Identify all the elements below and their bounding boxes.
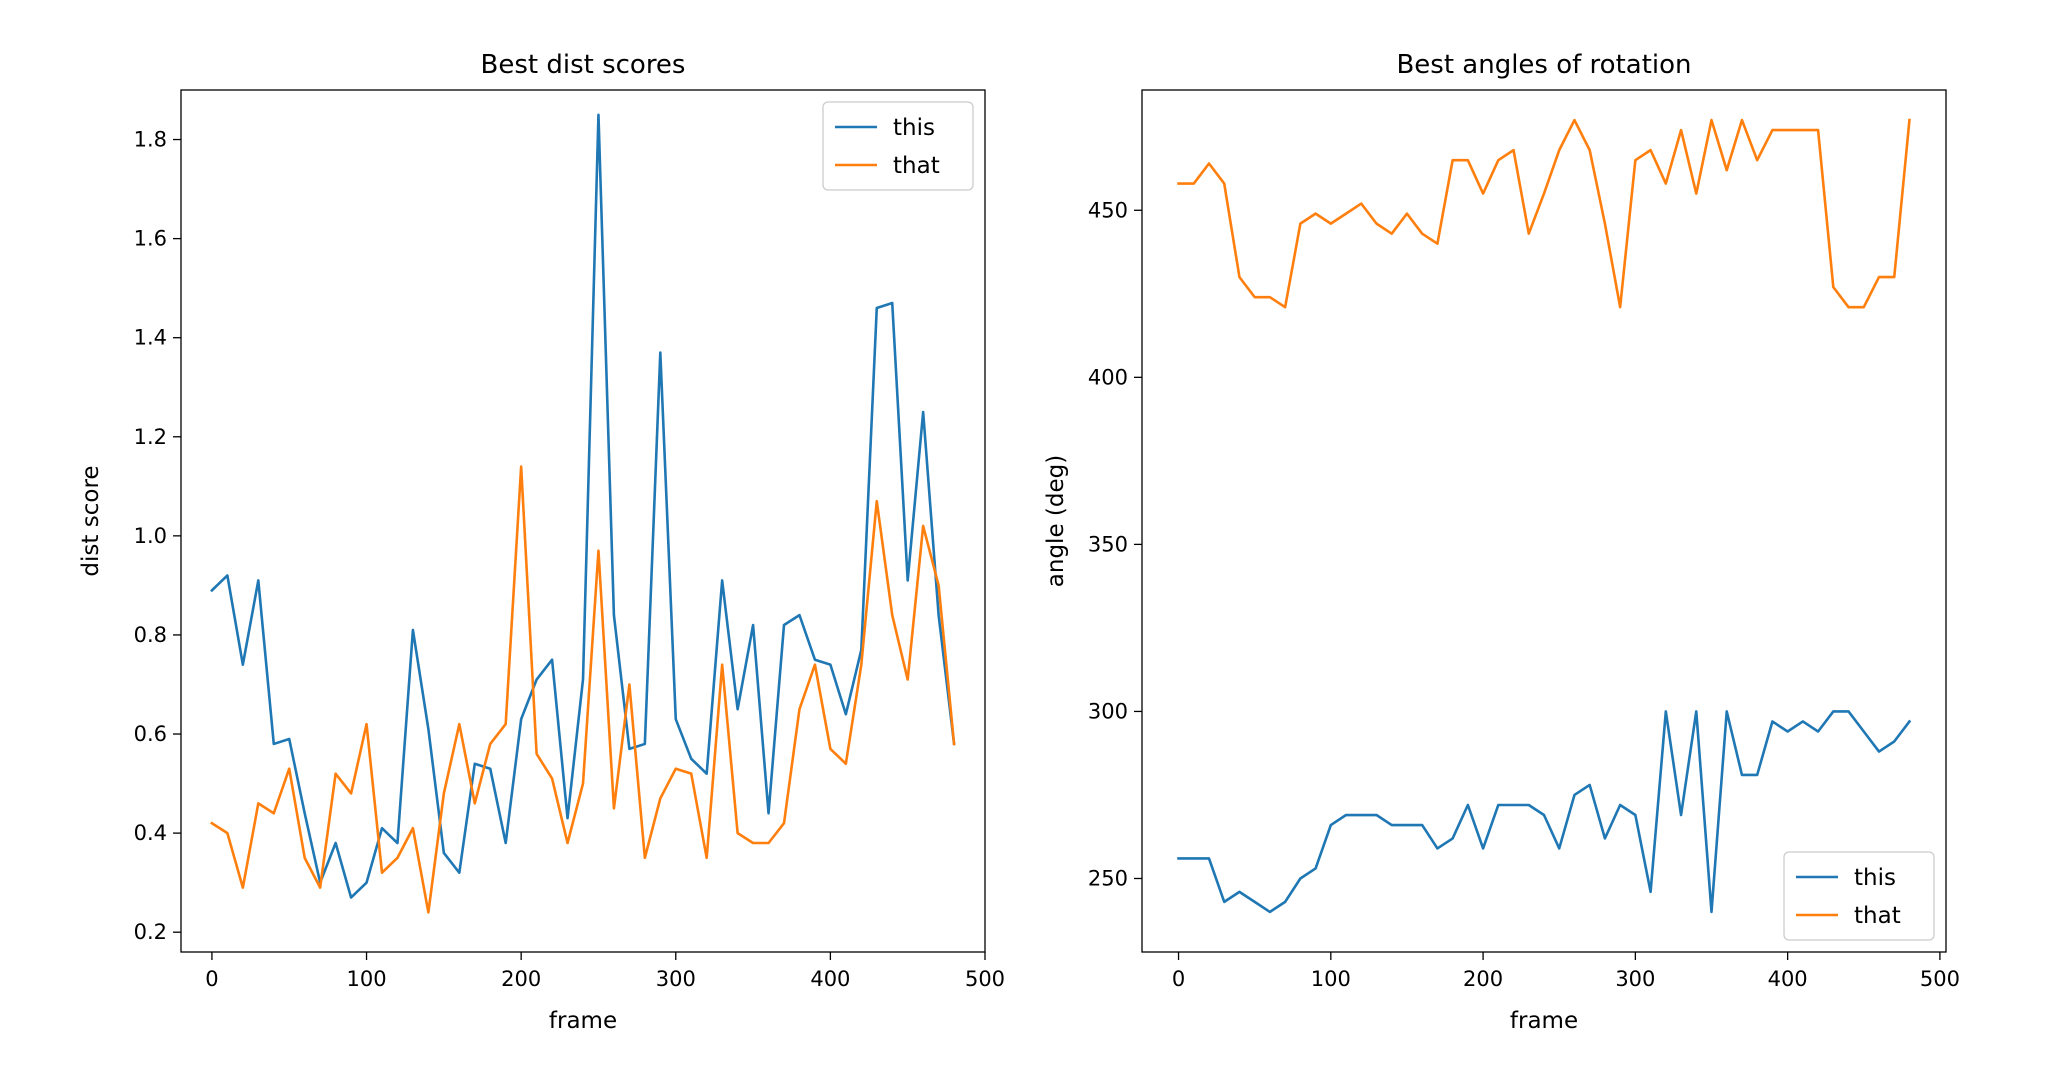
y-tick-label: 0.4: [134, 821, 167, 845]
y-tick-label: 1.2: [134, 425, 167, 449]
x-tick-label: 400: [810, 967, 850, 991]
x-tick-label: 400: [1768, 967, 1808, 991]
x-tick-label: 500: [1920, 967, 1960, 991]
legend-label-that: that: [893, 153, 940, 179]
plot-frame: [180, 89, 986, 953]
y-axis-label: dist score: [78, 465, 104, 576]
legend-label-this: this: [893, 115, 935, 141]
series-line-that: [1177, 118, 1911, 309]
y-tick-label: 300: [1088, 699, 1128, 723]
x-axis-label: frame: [549, 1008, 617, 1034]
x-tick-label: 300: [656, 967, 696, 991]
chart-title: Best angles of rotation: [1396, 50, 1691, 80]
x-tick-label: 0: [1172, 967, 1185, 991]
legend-box: [822, 101, 974, 191]
chart-1: 0 100 200 300 400 500 0.2 0.4 0.6 0.8 1.0 1.2 1.4 1.6…: [78, 50, 1005, 1034]
y-tick-label: 1.0: [134, 524, 167, 548]
y-tick-label: 350: [1088, 532, 1128, 556]
y-tick-label: 1.4: [134, 326, 167, 350]
plot-frame: [1141, 89, 1947, 953]
x-tick-label: 100: [346, 967, 386, 991]
x-tick-label: 300: [1615, 967, 1655, 991]
y-tick-label: 0.8: [134, 623, 167, 647]
x-tick-label: 100: [1311, 967, 1351, 991]
y-tick-label: 0.6: [134, 722, 167, 746]
legend: this that: [822, 101, 974, 191]
x-tick-label: 0: [205, 967, 218, 991]
legend-label-that: that: [1854, 903, 1901, 929]
series-line-this: [1177, 710, 1912, 914]
y-tick-label: 450: [1088, 198, 1128, 222]
chart-2: 0 100 200 300 400 500 250 300 350 400 450 Best angl…: [1043, 50, 1960, 1034]
series-line-this: [210, 113, 956, 899]
chart-title: Best dist scores: [481, 50, 686, 80]
legend-box: [1783, 851, 1935, 941]
y-tick-label: 0.2: [134, 920, 167, 944]
y-axis-label: angle (deg): [1043, 455, 1069, 587]
legend-label-this: this: [1854, 865, 1896, 891]
legend: this that: [1783, 851, 1935, 941]
x-tick-label: 500: [965, 967, 1005, 991]
y-tick-label: 1.6: [134, 227, 167, 251]
series-line-that: [210, 465, 956, 914]
x-axis-label: frame: [1510, 1008, 1578, 1034]
x-tick-label: 200: [1463, 967, 1503, 991]
y-tick-label: 250: [1088, 866, 1128, 890]
x-tick-label: 200: [501, 967, 541, 991]
y-tick-label: 1.8: [134, 128, 167, 152]
y-tick-label: 400: [1088, 365, 1128, 389]
